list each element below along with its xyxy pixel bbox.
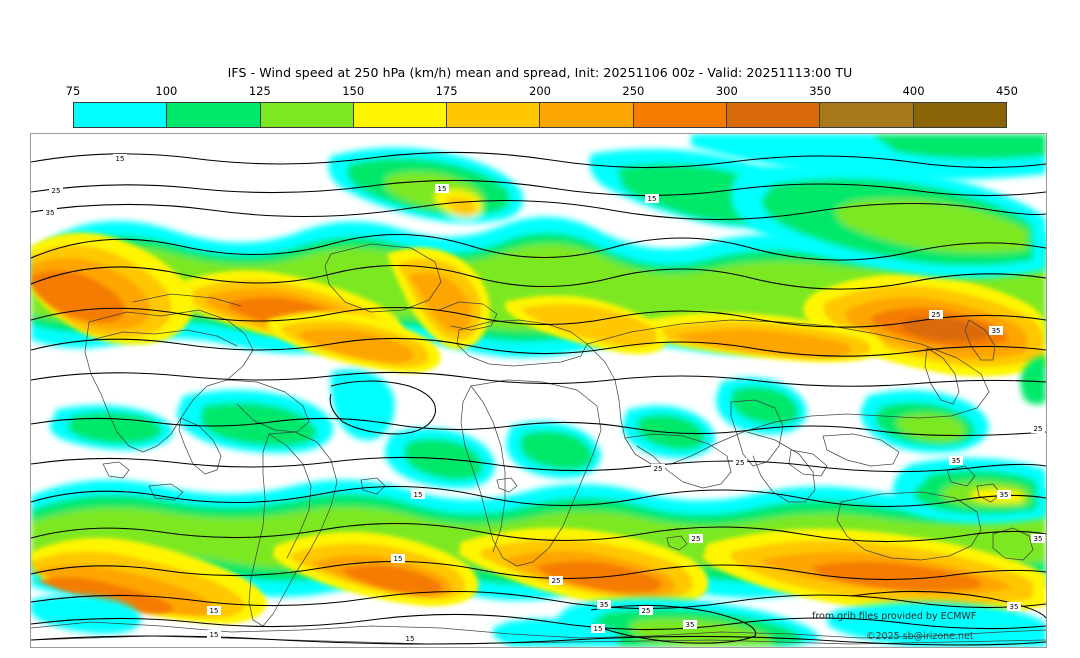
colorbar-band-bronze: [820, 103, 914, 127]
colorbar-tick-300: 300: [715, 84, 738, 98]
map-svg: 15 15 15 25 35 15 25 35 35 35 25 25 25 2…: [31, 134, 1046, 647]
colorbar-band-amber: [447, 103, 541, 127]
svg-text:35: 35: [46, 209, 55, 217]
colorbar-tick-450: 450: [996, 84, 1018, 98]
svg-text:25: 25: [552, 577, 561, 585]
colorbar-band-burnt-orange: [727, 103, 821, 127]
svg-text:25: 25: [1034, 425, 1043, 433]
colorbar-band-dark-orange: [633, 103, 728, 127]
credit-copyright: ©2025 sb@irizone.net: [866, 631, 974, 642]
page-title: IFS - Wind speed at 250 hPa (km/h) mean …: [227, 65, 853, 80]
colorbar-tick-350: 350: [809, 84, 832, 98]
svg-text:15: 15: [648, 195, 657, 203]
colorbar-band-orange: [540, 103, 634, 127]
colorbar-tick-100: 100: [155, 84, 178, 98]
colorbar-band-spring-green: [167, 103, 261, 127]
svg-text:25: 25: [654, 465, 663, 473]
colorbar-tick-150: 150: [342, 84, 365, 98]
svg-text:35: 35: [600, 601, 609, 609]
colorbar-band-cyan: [74, 103, 168, 127]
colorbar-tick-250: 250: [622, 84, 645, 98]
colorbar: 75 100 125 150 175 200 250 300 350 400 450: [66, 84, 1018, 128]
svg-text:25: 25: [642, 607, 651, 615]
svg-text:15: 15: [414, 491, 423, 499]
svg-text:15: 15: [394, 555, 403, 563]
svg-text:15: 15: [210, 631, 219, 639]
svg-text:15: 15: [210, 607, 219, 615]
svg-text:35: 35: [1034, 535, 1043, 543]
windspeed-shading: [31, 134, 1046, 647]
colorbar-tick-75: 75: [65, 84, 81, 98]
svg-text:25: 25: [932, 311, 941, 319]
svg-text:35: 35: [1010, 603, 1019, 611]
credit-source: from grib files provided by ECMWF: [812, 611, 977, 622]
colorbar-tick-125: 125: [248, 84, 271, 98]
colorbar-tick-175: 175: [435, 84, 458, 98]
svg-text:35: 35: [686, 621, 695, 629]
svg-text:35: 35: [952, 457, 961, 465]
colorbar-band-yellow-green: [260, 103, 354, 127]
colorbar-band-yellow: [353, 103, 448, 127]
svg-text:15: 15: [594, 625, 603, 633]
svg-text:15: 15: [438, 185, 447, 193]
svg-text:15: 15: [116, 155, 125, 163]
svg-text:25: 25: [52, 187, 61, 195]
svg-text:35: 35: [992, 327, 1001, 335]
svg-text:25: 25: [692, 535, 701, 543]
colorbar-tick-labels: 75 100 125 150 175 200 250 300 350 400 450: [66, 84, 1018, 100]
spread-contours: [31, 151, 1046, 646]
colorbar-bands: [73, 102, 1007, 128]
svg-text:35: 35: [1000, 491, 1009, 499]
colorbar-tick-200: 200: [529, 84, 551, 98]
svg-text:15: 15: [406, 635, 415, 643]
colorbar-band-dark-olive: [913, 103, 1006, 127]
svg-text:25: 25: [736, 459, 745, 467]
map-canvas[interactable]: 15 15 15 25 35 15 25 35 35 35 25 25 25 2…: [30, 133, 1047, 648]
contour-labels: 15 15 15 25 35 15 25 35 35 35 25 25 25 2…: [43, 154, 1045, 643]
colorbar-tick-400: 400: [902, 84, 925, 98]
